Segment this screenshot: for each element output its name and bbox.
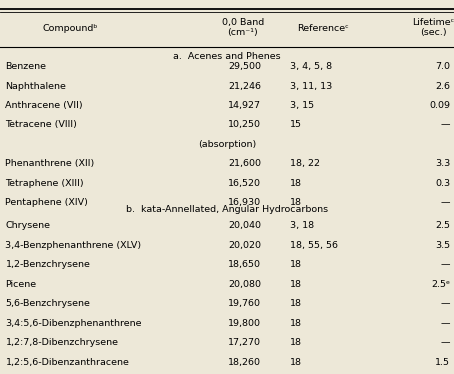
Text: 3, 15: 3, 15: [290, 101, 314, 110]
Text: 18: 18: [290, 260, 301, 269]
Text: 18: 18: [290, 299, 301, 308]
Text: 0.09: 0.09: [429, 101, 450, 110]
Text: 20,080: 20,080: [228, 280, 261, 289]
Text: 29,500: 29,500: [228, 62, 261, 71]
Text: 16,520: 16,520: [228, 179, 261, 188]
Text: 18: 18: [290, 198, 301, 207]
Text: (cm⁻¹): (cm⁻¹): [227, 28, 258, 37]
Text: Compoundᵇ: Compoundᵇ: [43, 24, 98, 33]
Text: 3.3: 3.3: [435, 159, 450, 168]
Text: 21,246: 21,246: [228, 82, 261, 91]
Text: 16,930: 16,930: [228, 198, 261, 207]
Text: Picene: Picene: [5, 280, 37, 289]
Text: 1,2:7,8-Dibenzchrysene: 1,2:7,8-Dibenzchrysene: [5, 338, 118, 347]
Text: 2.5ᵉ: 2.5ᵉ: [431, 280, 450, 289]
Text: Tetracene (VIII): Tetracene (VIII): [5, 120, 77, 129]
Text: 18: 18: [290, 338, 301, 347]
Text: 10,250: 10,250: [228, 120, 261, 129]
Text: Tetraphene (XIII): Tetraphene (XIII): [5, 179, 84, 188]
Text: 3,4-Benzphenanthrene (XLV): 3,4-Benzphenanthrene (XLV): [5, 241, 142, 250]
Text: Anthracene (VII): Anthracene (VII): [5, 101, 83, 110]
Text: Pentaphene (XIV): Pentaphene (XIV): [5, 198, 89, 207]
Text: 18: 18: [290, 358, 301, 367]
Text: a.  Acenes and Phenes: a. Acenes and Phenes: [173, 52, 281, 61]
Text: 20,040: 20,040: [228, 221, 261, 230]
Text: Referenceᶜ: Referenceᶜ: [297, 24, 349, 33]
Text: Lifetimeᶜ: Lifetimeᶜ: [412, 18, 454, 27]
Text: —: —: [441, 319, 450, 328]
Text: 19,800: 19,800: [228, 319, 261, 328]
Text: 0.3: 0.3: [435, 179, 450, 188]
Text: 15: 15: [290, 120, 301, 129]
Text: 3.5: 3.5: [435, 241, 450, 250]
Text: 5,6-Benzchrysene: 5,6-Benzchrysene: [5, 299, 90, 308]
Text: 19,760: 19,760: [228, 299, 261, 308]
Text: 18: 18: [290, 179, 301, 188]
Text: 1,2:5,6-Dibenzanthracene: 1,2:5,6-Dibenzanthracene: [5, 358, 129, 367]
Text: —: —: [441, 299, 450, 308]
Text: 14,927: 14,927: [228, 101, 261, 110]
Text: b.  kata-Annellated, Angular Hydrocarbons: b. kata-Annellated, Angular Hydrocarbons: [126, 205, 328, 214]
Text: 3, 18: 3, 18: [290, 221, 314, 230]
Text: 3, 4, 5, 8: 3, 4, 5, 8: [290, 62, 332, 71]
Text: Naphthalene: Naphthalene: [5, 82, 66, 91]
Text: 18,650: 18,650: [228, 260, 261, 269]
Text: 20,020: 20,020: [228, 241, 261, 250]
Text: 3, 11, 13: 3, 11, 13: [290, 82, 332, 91]
Text: 2.6: 2.6: [435, 82, 450, 91]
Text: 7.0: 7.0: [435, 62, 450, 71]
Text: 18: 18: [290, 319, 301, 328]
Text: 1.5: 1.5: [435, 358, 450, 367]
Text: 18, 55, 56: 18, 55, 56: [290, 241, 338, 250]
Text: Chrysene: Chrysene: [5, 221, 50, 230]
Text: 17,270: 17,270: [228, 338, 261, 347]
Text: Benzene: Benzene: [5, 62, 46, 71]
Text: (absorption): (absorption): [198, 140, 256, 149]
Text: 2.5: 2.5: [435, 221, 450, 230]
Text: 3,4:5,6-Dibenzphenanthrene: 3,4:5,6-Dibenzphenanthrene: [5, 319, 142, 328]
Text: 0,0 Band: 0,0 Band: [222, 18, 264, 27]
Text: (sec.): (sec.): [420, 28, 447, 37]
Text: 18, 22: 18, 22: [290, 159, 320, 168]
Text: —: —: [441, 120, 450, 129]
Text: Phenanthrene (XII): Phenanthrene (XII): [5, 159, 95, 168]
Text: —: —: [441, 198, 450, 207]
Text: 18,260: 18,260: [228, 358, 261, 367]
Text: 1,2-Benzchrysene: 1,2-Benzchrysene: [5, 260, 90, 269]
Text: —: —: [441, 260, 450, 269]
Text: —: —: [441, 338, 450, 347]
Text: 21,600: 21,600: [228, 159, 261, 168]
Text: 18: 18: [290, 280, 301, 289]
